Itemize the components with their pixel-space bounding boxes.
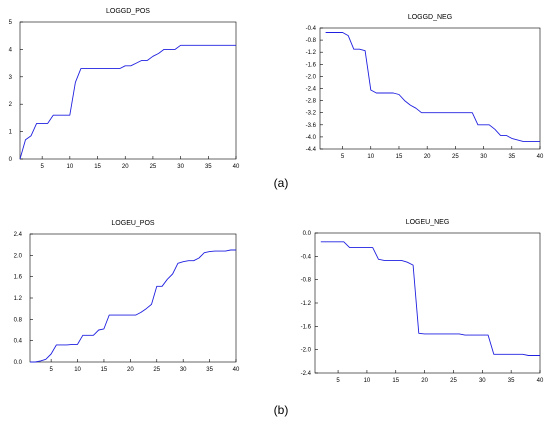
chart-logeu-pos: LOGEU_POS 0.0 0.4 0.8 1.2 1.6 2.0 2.4 5 10 15 20 25 3… <box>14 220 240 373</box>
plot-frame-logeu-pos <box>29 233 237 363</box>
chart-loggd-neg: LOGGD_NEG -0.4 -0.8 -1.2 -1.6 -2.0 -2.4 -2.8 -3.… <box>306 14 544 160</box>
x-tick-label-loggd-neg: 15 <box>396 154 403 160</box>
y-tick-label-loggd-pos: 2 <box>9 102 13 108</box>
y-tick-label-logeu-pos: 0.0 <box>14 360 23 366</box>
x-tick-label-logeu-neg: 15 <box>392 378 399 384</box>
series-line-loggd-pos <box>19 44 236 160</box>
x-tick-label-logeu-neg: 20 <box>421 378 428 384</box>
y-tick-label-loggd-pos: 5 <box>9 20 13 26</box>
y-tick-label-loggd-pos: 1 <box>9 130 13 136</box>
plot-frame-loggd-pos <box>19 21 237 160</box>
y-tick-label-logeu-neg: -0.4 <box>301 254 312 260</box>
y-tick-label-loggd-neg: -1.6 <box>306 62 317 68</box>
panel-label-b: (b) <box>274 403 289 417</box>
y-tick-label-loggd-neg: -3.2 <box>306 111 317 117</box>
x-tick-label-logeu-pos: 30 <box>180 367 187 373</box>
x-tick-label-logeu-pos: 5 <box>49 367 53 373</box>
y-tick-label-logeu-neg: -2.4 <box>301 371 312 377</box>
x-tick-label-logeu-neg: 25 <box>450 378 457 384</box>
chart-loggd-pos: LOGGD_POS 0 1 2 3 4 5 5 10 15 20 25 30 35 40 <box>9 8 240 170</box>
y-tick-label-logeu-pos: 0.4 <box>14 339 23 345</box>
x-tick-label-logeu-pos: 20 <box>127 367 134 373</box>
x-tick-label-logeu-pos: 10 <box>74 367 81 373</box>
y-tick-label-loggd-neg: -1.2 <box>306 50 317 56</box>
chart-title-loggd-neg: LOGGD_NEG <box>408 14 452 21</box>
plot-frame-logeu-neg <box>314 232 541 374</box>
panel-label-a: (a) <box>274 176 289 190</box>
y-tick-label-loggd-pos: 4 <box>9 47 13 53</box>
series-line-loggd-neg <box>325 32 540 142</box>
y-tick-label-loggd-neg: -2.4 <box>306 87 317 93</box>
x-tick-label-loggd-neg: 30 <box>480 154 487 160</box>
x-tick-label-loggd-pos: 20 <box>122 164 129 170</box>
x-tick-label-loggd-pos: 5 <box>40 164 44 170</box>
x-tick-label-loggd-neg: 35 <box>508 154 515 160</box>
y-tick-label-logeu-pos: 1.6 <box>14 275 23 281</box>
x-tick-label-logeu-neg: 10 <box>364 378 371 384</box>
x-tick-label-loggd-pos: 30 <box>177 164 184 170</box>
y-tick-label-logeu-neg: 0.0 <box>303 231 312 237</box>
x-tick-label-logeu-pos: 15 <box>101 367 108 373</box>
y-tick-label-logeu-neg: -1.6 <box>301 324 312 330</box>
x-tick-label-logeu-pos: 35 <box>206 367 213 373</box>
y-tick-label-loggd-neg: -3.6 <box>306 123 317 129</box>
y-tick-label-logeu-neg: -0.8 <box>301 278 312 284</box>
y-tick-label-loggd-pos: 3 <box>9 75 13 81</box>
y-tick-label-logeu-neg: -1.2 <box>301 301 312 307</box>
y-tick-label-loggd-neg: -2.0 <box>306 74 317 80</box>
chart-logeu-neg: LOGEU_NEG 0.0 -0.4 -0.8 -1.2 -1.6 -2.0 -2.4 5 10 1… <box>301 219 544 384</box>
y-tick-label-loggd-neg: -2.8 <box>306 99 317 105</box>
y-tick-label-loggd-neg: -0.8 <box>306 38 317 44</box>
x-tick-label-loggd-neg: 40 <box>537 154 544 160</box>
x-tick-label-loggd-neg: 5 <box>341 154 345 160</box>
x-tick-label-loggd-pos: 25 <box>150 164 157 170</box>
y-tick-label-logeu-neg: -2.0 <box>301 348 312 354</box>
x-tick-label-logeu-neg: 5 <box>336 378 340 384</box>
y-tick-label-logeu-pos: 0.8 <box>14 317 23 323</box>
y-tick-label-loggd-neg: -4.4 <box>306 147 317 153</box>
chart-title-loggd-pos: LOGGD_POS <box>106 8 150 15</box>
y-tick-label-loggd-neg: -0.4 <box>306 26 317 32</box>
x-tick-label-logeu-neg: 35 <box>508 378 515 384</box>
x-tick-label-loggd-pos: 40 <box>233 164 240 170</box>
x-tick-label-loggd-neg: 10 <box>367 154 374 160</box>
y-tick-label-loggd-neg: -4.0 <box>306 135 317 141</box>
y-tick-label-logeu-pos: 2.4 <box>14 232 23 238</box>
chart-title-logeu-neg: LOGEU_NEG <box>406 219 450 226</box>
x-tick-label-loggd-pos: 10 <box>67 164 74 170</box>
x-tick-label-loggd-neg: 20 <box>424 154 431 160</box>
x-tick-label-logeu-pos: 25 <box>153 367 160 373</box>
x-tick-label-logeu-neg: 40 <box>537 378 544 384</box>
series-line-logeu-pos <box>30 249 236 363</box>
chart-title-logeu-pos: LOGEU_POS <box>111 220 155 227</box>
x-tick-label-loggd-neg: 25 <box>452 154 459 160</box>
x-tick-label-logeu-neg: 30 <box>479 378 486 384</box>
y-tick-label-logeu-pos: 1.2 <box>14 296 23 302</box>
y-tick-label-loggd-pos: 0 <box>9 157 13 163</box>
y-tick-label-logeu-pos: 2.0 <box>14 253 23 259</box>
series-line-logeu-neg <box>320 241 540 356</box>
x-tick-label-loggd-pos: 35 <box>205 164 212 170</box>
x-tick-label-logeu-pos: 40 <box>233 367 240 373</box>
x-tick-label-loggd-pos: 15 <box>94 164 101 170</box>
